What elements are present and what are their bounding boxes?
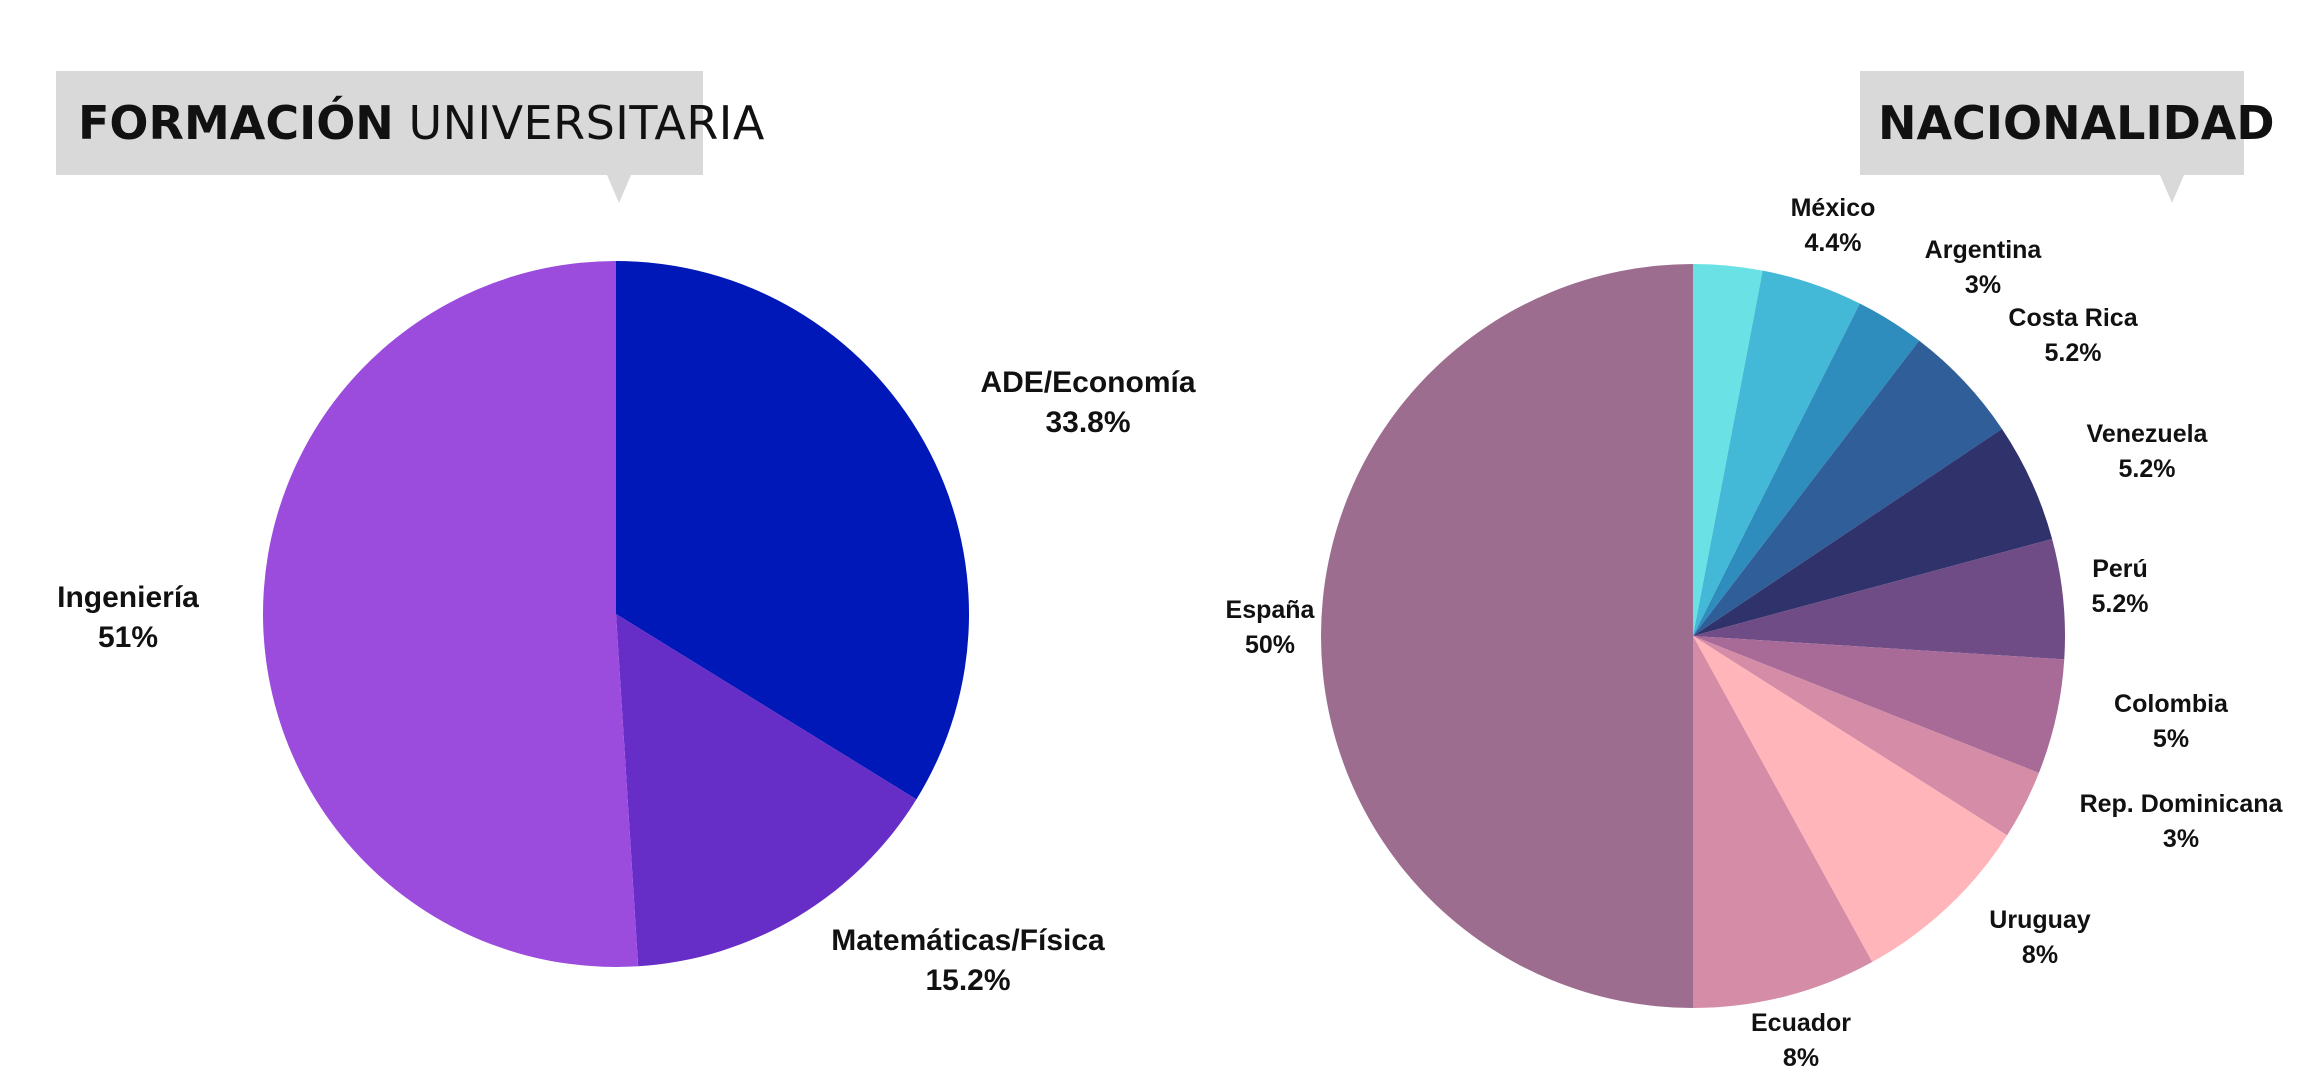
nacionalidad-value-colombia: 5% (2153, 725, 2189, 753)
nacionalidad-value-rep-dominicana: 3% (2163, 825, 2199, 853)
formacion-slice-ade-economia (616, 261, 969, 800)
nacionalidad-value-espana: 50% (1245, 631, 1295, 659)
nacionalidad-value-ecuador: 8% (1783, 1044, 1819, 1072)
formacion-label-ingenieria: Ingeniería (57, 581, 199, 614)
nacionalidad-slice-costa-rica (1693, 340, 2002, 636)
formacion-title: FORMACIÓN UNIVERSITARIA (78, 71, 765, 175)
nacionalidad-slice-mexico (1693, 270, 1860, 636)
nacionalidad-label-uruguay: Uruguay (1989, 906, 2091, 934)
nacionalidad-label-peru: Perú (2092, 555, 2148, 583)
nacionalidad-value-peru: 5.2% (2092, 590, 2149, 618)
formacion-label-matematicas-fisica: Matemáticas/Física (831, 924, 1105, 957)
nacionalidad-label-espana: España (1226, 596, 1316, 624)
formacion-label-ade-economia: ADE/Economía (980, 366, 1195, 399)
nacionalidad-label-mexico: México (1791, 194, 1876, 222)
nacionalidad-title-pointer (2160, 175, 2184, 203)
nacionalidad-slice-unlabeled (1693, 264, 1763, 636)
formacion-title-light: UNIVERSITARIA (408, 96, 765, 150)
formacion-title-pointer (607, 175, 631, 203)
formacion-slice-matematicas-fisica (616, 614, 917, 967)
formacion-value-ade-economia: 33.8% (1045, 406, 1130, 439)
nacionalidad-label-argentina: Argentina (1925, 236, 2043, 264)
nacionalidad-slice-venezuela (1693, 428, 2053, 636)
nacionalidad-label-colombia: Colombia (2114, 690, 2229, 718)
formacion-slice-ingenieria (262, 261, 639, 967)
formacion-value-ingenieria: 51% (98, 621, 158, 654)
nacionalidad-slice-peru (1693, 538, 2066, 660)
nacionalidad-slice-espana (1321, 264, 1693, 1008)
nacionalidad-value-costa-rica: 5.2% (2045, 339, 2102, 367)
nacionalidad-value-argentina: 3% (1965, 271, 2001, 299)
nacionalidad-slice-ecuador (1693, 636, 1873, 1008)
nacionalidad-slice-argentina (1693, 303, 1920, 636)
formacion-title-box: FORMACIÓN UNIVERSITARIA (56, 71, 764, 203)
nacionalidad-title-box: NACIONALIDAD (1860, 71, 2275, 203)
nacionalidad-title: NACIONALIDAD (1878, 96, 2275, 150)
nacionalidad-label-costa-rica: Costa Rica (2008, 304, 2138, 332)
nacionalidad-label-rep-dominicana: Rep. Dominicana (2080, 790, 2284, 818)
nacionalidad-value-mexico: 4.4% (1805, 229, 1862, 257)
nacionalidad-slice-colombia (1693, 636, 2065, 773)
formacion-value-matematicas-fisica: 15.2% (925, 964, 1010, 997)
nacionalidad-value-uruguay: 8% (2022, 941, 2058, 969)
nacionalidad-label-venezuela: Venezuela (2087, 420, 2209, 448)
nacionalidad-slice-uruguay (1693, 636, 2008, 962)
nacionalidad-value-venezuela: 5.2% (2119, 455, 2176, 483)
formacion-title-bold: FORMACIÓN (78, 96, 394, 150)
nacionalidad-slice-rep-dominicana (1693, 636, 2039, 836)
nacionalidad-label-ecuador: Ecuador (1751, 1009, 1851, 1037)
